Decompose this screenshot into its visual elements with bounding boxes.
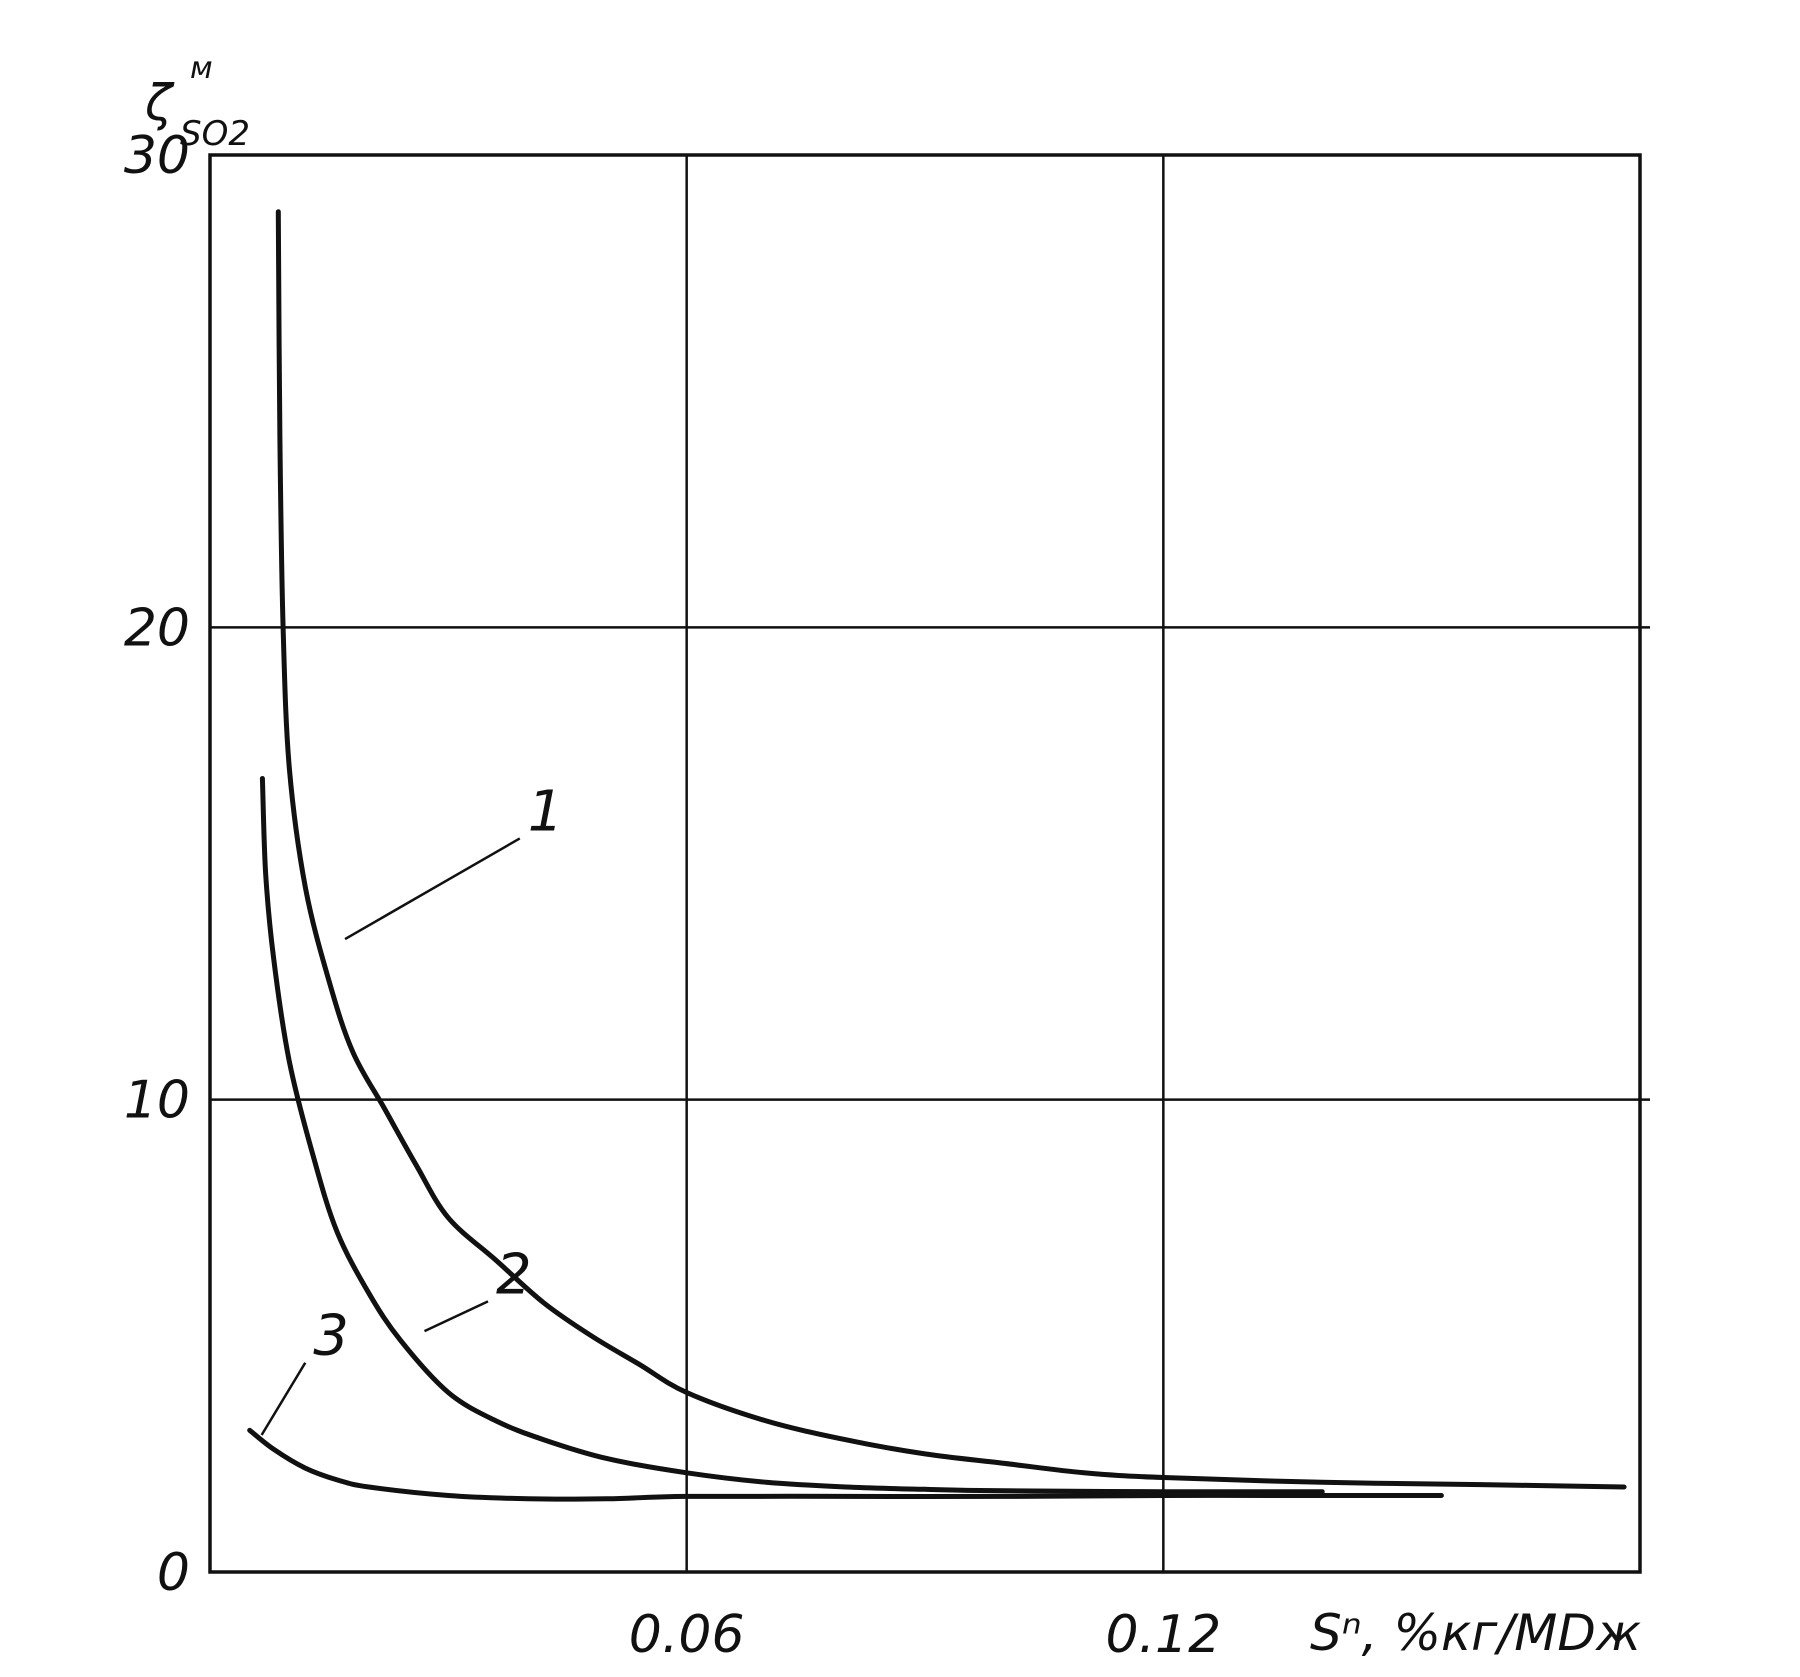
- series-leader-3: [260, 1362, 307, 1436]
- x-tick-label: 0.06: [629, 1605, 745, 1665]
- series-line-3: [247, 1427, 1444, 1502]
- series-line-2: [259, 776, 1325, 1495]
- y-tick-label: 20: [124, 598, 190, 658]
- series-group: [247, 209, 1627, 1502]
- y-axis-label: ζ: [144, 74, 175, 132]
- y-axis-label-subscript: SO2: [180, 114, 250, 154]
- axes: [208, 153, 1642, 1574]
- y-tick-label: 30: [124, 126, 190, 186]
- series-label-1: 1: [528, 779, 564, 844]
- series-leader-2: [423, 1300, 489, 1333]
- labels-group: 0 10 20 30 0.06 0.12 1 2 3: [124, 126, 1221, 1665]
- plot-frame: [208, 153, 1642, 1574]
- series-label-2: 2: [496, 1242, 532, 1307]
- y-tick-label: 0: [157, 1543, 190, 1603]
- y-tick-label: 10: [124, 1071, 190, 1131]
- series-line-1: [275, 209, 1627, 1490]
- y-axis-label-superscript: м: [190, 51, 213, 86]
- x-axis-label: Sⁿ, %кг/МDж: [1310, 1604, 1641, 1662]
- x-tick-label: 0.12: [1105, 1605, 1221, 1665]
- series-leader-1: [344, 837, 521, 941]
- series-label-3: 3: [313, 1304, 349, 1369]
- grid: [210, 155, 1650, 1572]
